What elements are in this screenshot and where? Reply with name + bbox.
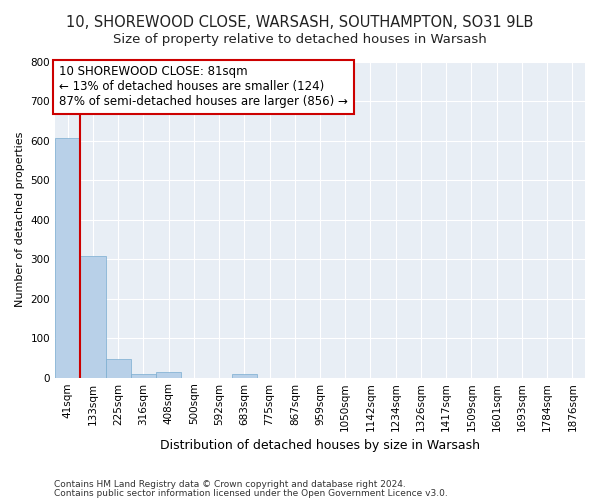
Bar — [55, 138, 80, 378]
Y-axis label: Number of detached properties: Number of detached properties — [15, 132, 25, 307]
Bar — [156, 372, 181, 378]
Bar — [232, 374, 257, 378]
X-axis label: Distribution of detached houses by size in Warsash: Distribution of detached houses by size … — [160, 440, 480, 452]
Text: Contains HM Land Registry data © Crown copyright and database right 2024.: Contains HM Land Registry data © Crown c… — [54, 480, 406, 489]
Text: 10, SHOREWOOD CLOSE, WARSASH, SOUTHAMPTON, SO31 9LB: 10, SHOREWOOD CLOSE, WARSASH, SOUTHAMPTO… — [67, 15, 533, 30]
Text: Contains public sector information licensed under the Open Government Licence v3: Contains public sector information licen… — [54, 488, 448, 498]
Text: Size of property relative to detached houses in Warsash: Size of property relative to detached ho… — [113, 32, 487, 46]
Bar — [131, 374, 156, 378]
Text: 10 SHOREWOOD CLOSE: 81sqm
← 13% of detached houses are smaller (124)
87% of semi: 10 SHOREWOOD CLOSE: 81sqm ← 13% of detac… — [59, 66, 348, 108]
Bar — [106, 358, 131, 378]
Bar — [80, 256, 106, 378]
